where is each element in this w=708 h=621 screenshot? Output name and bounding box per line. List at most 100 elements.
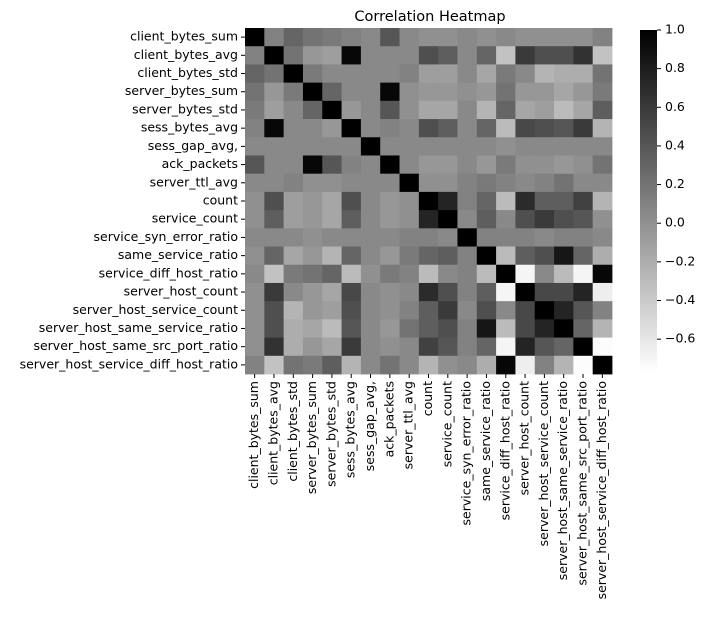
heatmap-cell: [264, 337, 285, 357]
heatmap-cell: [360, 155, 381, 175]
heatmap-cell: [399, 137, 420, 156]
x-tick-label: server_host_same_src_port_ratio: [575, 381, 590, 586]
heatmap-cell: [534, 228, 555, 247]
heatmap-cell: [457, 28, 478, 47]
heatmap-cell: [380, 191, 400, 211]
heatmap-cell: [457, 301, 478, 320]
heatmap-cell: [302, 282, 323, 302]
heatmap-cell: [418, 246, 439, 266]
heatmap-cell: [399, 228, 420, 247]
x-tick-label: service_count: [439, 381, 454, 467]
heatmap-cell: [534, 137, 555, 156]
heatmap-cell: [515, 301, 536, 320]
y-tick-label: count: [203, 193, 238, 208]
heatmap-cell: [534, 82, 555, 102]
heatmap-cell: [496, 337, 516, 357]
x-tick-label: sess_bytes_avg: [343, 381, 358, 478]
heatmap-cell: [399, 301, 420, 320]
heatmap-cell: [283, 119, 304, 138]
heatmap-cell: [573, 155, 594, 175]
heatmap-cell: [399, 264, 420, 284]
heatmap-cell: [302, 210, 323, 229]
heatmap-cell: [573, 137, 594, 156]
heatmap-cell: [476, 282, 497, 302]
heatmap-cell: [476, 319, 497, 338]
heatmap-cell: [476, 191, 497, 211]
heatmap-cell: [380, 355, 400, 375]
heatmap-cell: [534, 28, 555, 47]
colorbar-tick-label: 0.6: [665, 99, 685, 114]
heatmap-cell: [322, 282, 342, 302]
heatmap-cell: [438, 119, 458, 138]
heatmap-cell: [418, 155, 439, 175]
heatmap-cell: [592, 64, 613, 84]
y-tick-label: server_bytes_std: [132, 101, 238, 116]
heatmap-cell: [418, 355, 439, 375]
heatmap-cell: [592, 301, 613, 320]
heatmap-cell: [360, 228, 381, 247]
heatmap-cell: [399, 82, 420, 102]
x-tick-label: server_host_service_diff_host_ratio: [594, 381, 609, 599]
heatmap-cell: [457, 246, 478, 266]
heatmap-cell: [515, 246, 536, 266]
heatmap-cell: [418, 301, 439, 320]
heatmap-cell: [515, 210, 536, 229]
heatmap-cell: [592, 28, 613, 47]
heatmap-cell: [360, 264, 381, 284]
heatmap-cell: [438, 319, 458, 338]
heatmap-cell: [496, 282, 516, 302]
heatmap-cell: [496, 355, 516, 375]
heatmap-cell: [476, 119, 497, 138]
y-tick-label: sess_gap_avg,: [148, 138, 238, 153]
heatmap-cell: [322, 210, 342, 229]
heatmap-cell: [457, 191, 478, 211]
heatmap-cell: [554, 119, 574, 138]
heatmap-cell: [341, 355, 362, 375]
heatmap-cell: [592, 119, 613, 138]
heatmap-cell: [341, 155, 362, 175]
heatmap-cell: [264, 46, 285, 65]
heatmap-cell: [515, 82, 536, 102]
y-tick-label: client_bytes_avg: [134, 47, 238, 62]
heatmap-cell: [554, 355, 574, 375]
heatmap-cell: [341, 119, 362, 138]
heatmap-cell: [554, 282, 574, 302]
heatmap-cell: [245, 100, 265, 120]
heatmap-cell: [438, 264, 458, 284]
heatmap-cell: [245, 191, 265, 211]
heatmap-cell: [496, 264, 516, 284]
heatmap-cell: [380, 82, 400, 102]
heatmap-cell: [341, 337, 362, 357]
heatmap-cell: [283, 28, 304, 47]
heatmap-cell: [496, 28, 516, 47]
heatmap-cell: [341, 46, 362, 65]
heatmap-cell: [534, 301, 555, 320]
heatmap-cell: [360, 355, 381, 375]
heatmap-cell: [592, 246, 613, 266]
heatmap-cell: [457, 137, 478, 156]
heatmap-cell: [380, 210, 400, 229]
heatmap-cell: [322, 264, 342, 284]
heatmap-cell: [245, 228, 265, 247]
heatmap-cell: [534, 210, 555, 229]
heatmap-cell: [534, 355, 555, 375]
heatmap-cell: [322, 301, 342, 320]
heatmap-cell: [302, 64, 323, 84]
heatmap-cell: [264, 155, 285, 175]
heatmap-cell: [438, 337, 458, 357]
heatmap-cell: [554, 46, 574, 65]
heatmap-cell: [554, 137, 574, 156]
heatmap-cell: [283, 155, 304, 175]
heatmap-cell: [322, 100, 342, 120]
heatmap-cell: [438, 191, 458, 211]
heatmap-cell: [360, 337, 381, 357]
heatmap-cell: [245, 46, 265, 65]
heatmap-cell: [380, 137, 400, 156]
heatmap-cell: [515, 282, 536, 302]
heatmap-cell: [438, 210, 458, 229]
heatmap-cell: [341, 28, 362, 47]
heatmap-cell: [515, 119, 536, 138]
heatmap-cell: [245, 264, 265, 284]
heatmap-cell: [380, 155, 400, 175]
colorbar-tick-label: 0.0: [665, 215, 685, 230]
